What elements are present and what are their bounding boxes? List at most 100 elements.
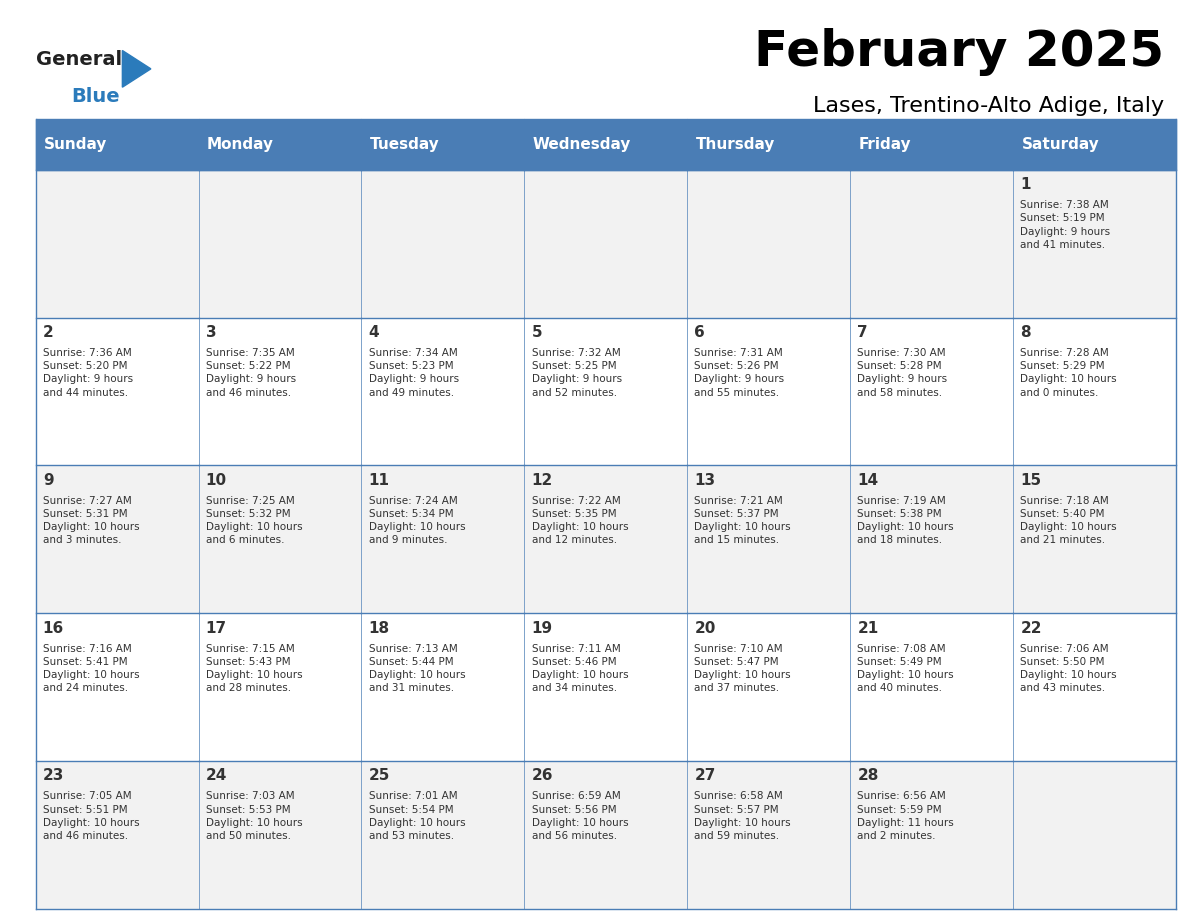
FancyBboxPatch shape [36,170,198,318]
Text: 5: 5 [531,325,542,340]
Text: 6: 6 [695,325,706,340]
Text: Thursday: Thursday [696,137,775,152]
Text: Lases, Trentino-Alto Adige, Italy: Lases, Trentino-Alto Adige, Italy [813,96,1164,117]
FancyBboxPatch shape [1013,318,1176,465]
FancyBboxPatch shape [524,613,688,761]
Text: Sunrise: 7:21 AM
Sunset: 5:37 PM
Daylight: 10 hours
and 15 minutes.: Sunrise: 7:21 AM Sunset: 5:37 PM Dayligh… [695,496,791,545]
Text: Sunrise: 7:27 AM
Sunset: 5:31 PM
Daylight: 10 hours
and 3 minutes.: Sunrise: 7:27 AM Sunset: 5:31 PM Dayligh… [43,496,139,545]
Text: 8: 8 [1020,325,1031,340]
FancyBboxPatch shape [851,761,1013,909]
FancyBboxPatch shape [36,318,198,465]
Polygon shape [122,50,151,87]
Text: Sunrise: 7:18 AM
Sunset: 5:40 PM
Daylight: 10 hours
and 21 minutes.: Sunrise: 7:18 AM Sunset: 5:40 PM Dayligh… [1020,496,1117,545]
Text: Sunrise: 7:30 AM
Sunset: 5:28 PM
Daylight: 9 hours
and 58 minutes.: Sunrise: 7:30 AM Sunset: 5:28 PM Dayligh… [858,348,948,397]
FancyBboxPatch shape [1013,119,1176,170]
Text: Friday: Friday [859,137,911,152]
Text: Sunrise: 7:36 AM
Sunset: 5:20 PM
Daylight: 9 hours
and 44 minutes.: Sunrise: 7:36 AM Sunset: 5:20 PM Dayligh… [43,348,133,397]
FancyBboxPatch shape [1013,465,1176,613]
Text: Saturday: Saturday [1022,137,1099,152]
Text: Tuesday: Tuesday [369,137,440,152]
FancyBboxPatch shape [688,613,851,761]
Text: Sunrise: 7:24 AM
Sunset: 5:34 PM
Daylight: 10 hours
and 9 minutes.: Sunrise: 7:24 AM Sunset: 5:34 PM Dayligh… [368,496,466,545]
Text: Sunrise: 6:59 AM
Sunset: 5:56 PM
Daylight: 10 hours
and 56 minutes.: Sunrise: 6:59 AM Sunset: 5:56 PM Dayligh… [531,791,628,841]
FancyBboxPatch shape [524,170,688,318]
Text: 21: 21 [858,621,879,635]
Text: Sunrise: 7:25 AM
Sunset: 5:32 PM
Daylight: 10 hours
and 6 minutes.: Sunrise: 7:25 AM Sunset: 5:32 PM Dayligh… [206,496,302,545]
FancyBboxPatch shape [688,318,851,465]
Text: Sunrise: 7:13 AM
Sunset: 5:44 PM
Daylight: 10 hours
and 31 minutes.: Sunrise: 7:13 AM Sunset: 5:44 PM Dayligh… [368,644,466,693]
Text: Sunrise: 7:32 AM
Sunset: 5:25 PM
Daylight: 9 hours
and 52 minutes.: Sunrise: 7:32 AM Sunset: 5:25 PM Dayligh… [531,348,621,397]
FancyBboxPatch shape [524,761,688,909]
FancyBboxPatch shape [1013,170,1176,318]
FancyBboxPatch shape [36,761,198,909]
Text: 4: 4 [368,325,379,340]
Text: 10: 10 [206,473,227,487]
Text: Sunrise: 7:19 AM
Sunset: 5:38 PM
Daylight: 10 hours
and 18 minutes.: Sunrise: 7:19 AM Sunset: 5:38 PM Dayligh… [858,496,954,545]
FancyBboxPatch shape [851,318,1013,465]
Text: 18: 18 [368,621,390,635]
Text: Sunrise: 7:15 AM
Sunset: 5:43 PM
Daylight: 10 hours
and 28 minutes.: Sunrise: 7:15 AM Sunset: 5:43 PM Dayligh… [206,644,302,693]
FancyBboxPatch shape [198,119,361,170]
Text: 1: 1 [1020,177,1031,192]
Text: 28: 28 [858,768,879,783]
FancyBboxPatch shape [688,119,851,170]
FancyBboxPatch shape [688,465,851,613]
FancyBboxPatch shape [361,119,524,170]
FancyBboxPatch shape [361,465,524,613]
Text: February 2025: February 2025 [754,28,1164,75]
FancyBboxPatch shape [524,465,688,613]
Text: 15: 15 [1020,473,1042,487]
Text: Blue: Blue [71,87,120,106]
FancyBboxPatch shape [198,170,361,318]
Text: Sunrise: 7:35 AM
Sunset: 5:22 PM
Daylight: 9 hours
and 46 minutes.: Sunrise: 7:35 AM Sunset: 5:22 PM Dayligh… [206,348,296,397]
Text: Sunrise: 7:34 AM
Sunset: 5:23 PM
Daylight: 9 hours
and 49 minutes.: Sunrise: 7:34 AM Sunset: 5:23 PM Dayligh… [368,348,459,397]
FancyBboxPatch shape [688,761,851,909]
Text: Sunrise: 7:01 AM
Sunset: 5:54 PM
Daylight: 10 hours
and 53 minutes.: Sunrise: 7:01 AM Sunset: 5:54 PM Dayligh… [368,791,466,841]
FancyBboxPatch shape [36,465,198,613]
FancyBboxPatch shape [361,170,524,318]
Text: Sunrise: 7:38 AM
Sunset: 5:19 PM
Daylight: 9 hours
and 41 minutes.: Sunrise: 7:38 AM Sunset: 5:19 PM Dayligh… [1020,200,1111,250]
Text: Sunrise: 7:05 AM
Sunset: 5:51 PM
Daylight: 10 hours
and 46 minutes.: Sunrise: 7:05 AM Sunset: 5:51 PM Dayligh… [43,791,139,841]
FancyBboxPatch shape [198,613,361,761]
Text: 26: 26 [531,768,554,783]
Text: Wednesday: Wednesday [532,137,631,152]
Text: 17: 17 [206,621,227,635]
Text: Sunrise: 6:56 AM
Sunset: 5:59 PM
Daylight: 11 hours
and 2 minutes.: Sunrise: 6:56 AM Sunset: 5:59 PM Dayligh… [858,791,954,841]
FancyBboxPatch shape [361,318,524,465]
Text: 24: 24 [206,768,227,783]
FancyBboxPatch shape [36,119,198,170]
Text: Monday: Monday [207,137,274,152]
FancyBboxPatch shape [198,761,361,909]
FancyBboxPatch shape [851,170,1013,318]
Text: Sunrise: 7:31 AM
Sunset: 5:26 PM
Daylight: 9 hours
and 55 minutes.: Sunrise: 7:31 AM Sunset: 5:26 PM Dayligh… [695,348,784,397]
Text: Sunrise: 7:10 AM
Sunset: 5:47 PM
Daylight: 10 hours
and 37 minutes.: Sunrise: 7:10 AM Sunset: 5:47 PM Dayligh… [695,644,791,693]
Text: Sunrise: 7:22 AM
Sunset: 5:35 PM
Daylight: 10 hours
and 12 minutes.: Sunrise: 7:22 AM Sunset: 5:35 PM Dayligh… [531,496,628,545]
FancyBboxPatch shape [851,119,1013,170]
Text: Sunrise: 7:03 AM
Sunset: 5:53 PM
Daylight: 10 hours
and 50 minutes.: Sunrise: 7:03 AM Sunset: 5:53 PM Dayligh… [206,791,302,841]
FancyBboxPatch shape [851,465,1013,613]
FancyBboxPatch shape [524,318,688,465]
FancyBboxPatch shape [851,613,1013,761]
FancyBboxPatch shape [198,465,361,613]
Text: 20: 20 [695,621,716,635]
Text: General: General [36,50,121,70]
Text: 9: 9 [43,473,53,487]
Text: 16: 16 [43,621,64,635]
Text: Sunrise: 7:06 AM
Sunset: 5:50 PM
Daylight: 10 hours
and 43 minutes.: Sunrise: 7:06 AM Sunset: 5:50 PM Dayligh… [1020,644,1117,693]
Text: 12: 12 [531,473,552,487]
Text: Sunday: Sunday [44,137,107,152]
Text: 22: 22 [1020,621,1042,635]
FancyBboxPatch shape [198,318,361,465]
Text: 7: 7 [858,325,868,340]
Text: 3: 3 [206,325,216,340]
FancyBboxPatch shape [688,170,851,318]
FancyBboxPatch shape [1013,761,1176,909]
Text: 2: 2 [43,325,53,340]
Text: 14: 14 [858,473,878,487]
FancyBboxPatch shape [36,613,198,761]
Text: 13: 13 [695,473,715,487]
Text: 25: 25 [368,768,390,783]
FancyBboxPatch shape [361,613,524,761]
FancyBboxPatch shape [361,761,524,909]
FancyBboxPatch shape [1013,613,1176,761]
